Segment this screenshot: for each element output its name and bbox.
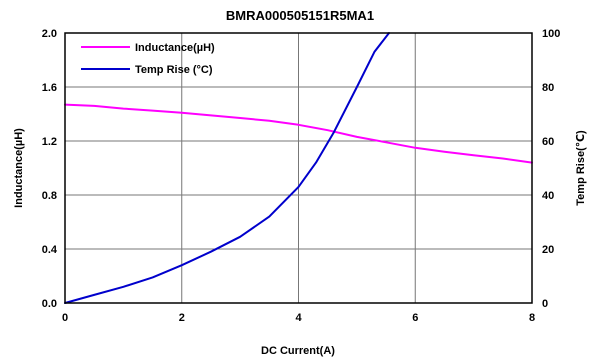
x-tick-label: 4: [295, 312, 302, 324]
y-right-tick-label: 20: [542, 244, 554, 256]
y-left-tick-label: 0.4: [42, 244, 58, 256]
x-tick-label: 0: [62, 312, 68, 324]
grid: [65, 33, 532, 303]
x-axis-label: DC Current(A): [261, 345, 335, 357]
y-right-tick-label: 60: [542, 136, 554, 148]
y-right-tick-label: 80: [542, 82, 554, 94]
series-line-temp-rise: [64, 32, 390, 304]
y-axis-label-right: Temp Rise(℃): [575, 130, 587, 206]
y-left-tick-label: 1.2: [42, 136, 57, 148]
legend-label-temp-rise: Temp Rise (°C): [135, 64, 213, 76]
x-tick-label: 8: [529, 312, 535, 324]
x-tick-label: 6: [412, 312, 418, 324]
series-lines: [64, 32, 533, 304]
legend: Inductance(µH) Temp Rise (°C): [81, 42, 215, 76]
plot-frame: [64, 32, 533, 304]
y-left-tick-label: 0.8: [42, 190, 57, 202]
y-right-tick-label: 100: [542, 28, 560, 40]
legend-label-inductance: Inductance(µH): [135, 42, 215, 54]
y-left-tick-label: 1.6: [42, 82, 57, 94]
y-left-tick-label: 2.0: [42, 28, 57, 40]
y-right-tick-label: 0: [542, 298, 548, 310]
chart-title: BMRA000505151R5MA1: [226, 8, 374, 23]
y-right-tick-label: 40: [542, 190, 554, 202]
tick-labels: 0 2 4 6 8 0.0 0.4 0.8 1.2 1.6 2.0 0 20 40 60 80 100: [42, 28, 561, 324]
series-line-inductance: [64, 103, 533, 164]
y-left-tick-label: 0.0: [42, 298, 57, 310]
y-axis-label-left: Inductance(µH): [13, 128, 25, 208]
x-tick-label: 2: [179, 312, 185, 324]
